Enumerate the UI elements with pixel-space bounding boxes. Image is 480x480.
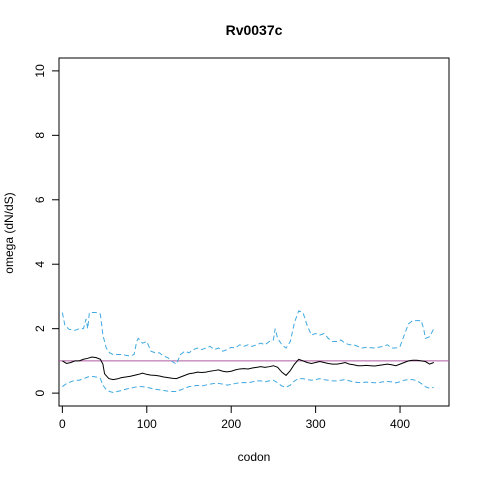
x-axis: 0 100 200 300 400 [59,405,410,431]
y-tick-label: 2 [33,325,47,332]
x-axis-label: codon [238,450,271,464]
y-axis: 0 2 4 6 8 10 [33,64,60,396]
lower-interval-line [62,375,434,393]
plot-area [59,310,449,393]
omega-estimate-line [62,356,434,381]
x-tick-label: 200 [221,417,241,431]
x-tick-label: 0 [59,417,66,431]
y-axis-label: omega (dN/dS) [2,192,16,273]
upper-interval-line [61,310,435,365]
x-tick-label: 100 [137,417,157,431]
y-tick-label: 10 [33,64,47,78]
y-tick-label: 0 [33,389,47,396]
x-tick-label: 300 [306,417,326,431]
y-tick-label: 4 [33,261,47,268]
y-tick-label: 8 [33,132,47,139]
chart-title: Rv0037c [226,22,283,38]
y-tick-label: 6 [33,196,47,203]
plot-frame [58,57,450,407]
x-tick-label: 400 [390,417,410,431]
